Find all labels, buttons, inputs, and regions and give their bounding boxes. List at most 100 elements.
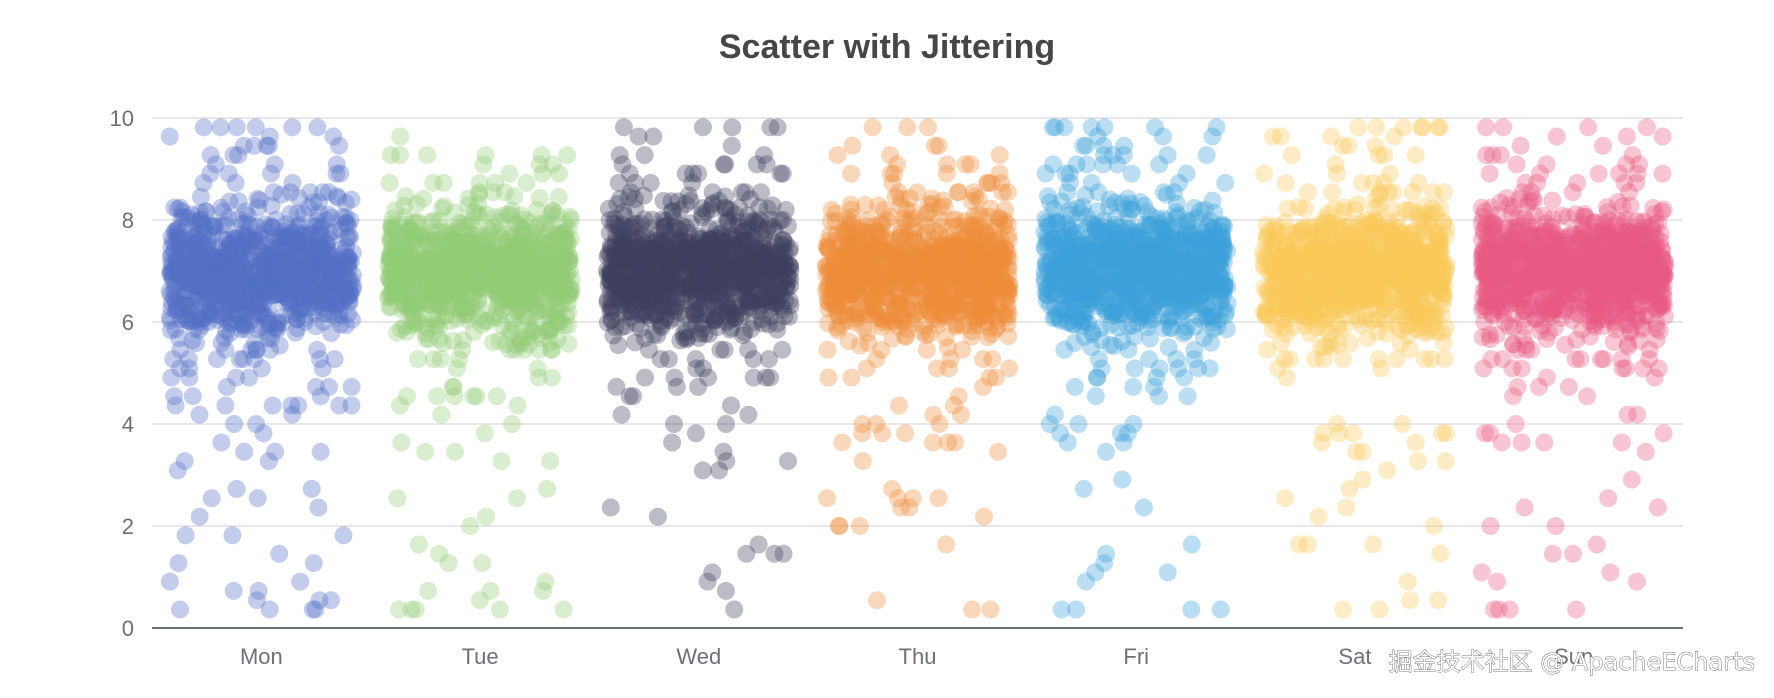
data-point	[323, 246, 341, 265]
data-point	[246, 283, 265, 302]
data-point	[281, 259, 300, 278]
data-point	[392, 433, 411, 452]
data-point	[820, 294, 839, 313]
data-point	[819, 368, 838, 387]
data-point	[265, 155, 284, 174]
data-point	[501, 340, 520, 359]
data-point	[221, 249, 240, 268]
data-point	[162, 256, 181, 275]
data-point	[954, 281, 972, 300]
data-point	[282, 292, 301, 311]
data-point	[917, 326, 936, 344]
data-point	[687, 359, 706, 378]
data-point	[1045, 405, 1064, 424]
data-point	[298, 230, 317, 249]
data-point	[411, 315, 430, 334]
data-point	[161, 311, 180, 330]
data-point	[860, 246, 879, 265]
data-point	[324, 281, 343, 300]
data-point	[722, 396, 740, 415]
data-point	[288, 303, 307, 322]
data-point	[734, 276, 753, 295]
data-point	[242, 231, 261, 250]
data-point	[343, 243, 362, 262]
data-point	[320, 275, 339, 294]
data-point	[216, 396, 235, 415]
data-point	[948, 314, 966, 333]
data-point	[221, 275, 240, 294]
data-point	[233, 215, 252, 234]
data-point	[989, 442, 1008, 461]
data-point	[1094, 155, 1112, 174]
data-point	[1124, 415, 1143, 433]
data-point	[165, 242, 184, 261]
data-point	[227, 236, 246, 255]
data-point	[331, 289, 350, 308]
data-point	[223, 526, 242, 545]
data-point	[519, 290, 538, 309]
data-point	[291, 284, 310, 303]
data-point	[1189, 359, 1208, 378]
data-point	[602, 311, 621, 330]
data-point	[257, 136, 276, 155]
data-point	[551, 246, 570, 265]
data-point	[980, 319, 999, 338]
data-point	[169, 256, 188, 275]
data-point	[677, 240, 696, 259]
data-point	[1044, 155, 1063, 174]
data-point	[641, 173, 660, 192]
data-point	[739, 206, 757, 225]
data-point	[722, 136, 741, 155]
data-point	[316, 262, 335, 281]
data-point	[856, 196, 875, 214]
data-point	[308, 340, 327, 359]
data-point	[235, 442, 254, 461]
data-point	[472, 315, 491, 334]
data-point	[541, 319, 560, 338]
data-point	[725, 600, 744, 619]
data-point	[677, 322, 696, 341]
data-point	[221, 314, 240, 333]
data-point	[202, 489, 221, 508]
data-point	[996, 273, 1015, 292]
data-point	[199, 282, 218, 301]
data-point	[707, 220, 726, 239]
data-point	[184, 221, 203, 240]
data-point	[302, 225, 321, 244]
data-point	[1074, 479, 1093, 498]
data-point	[868, 591, 886, 610]
data-point	[1158, 146, 1177, 165]
data-point	[302, 237, 321, 256]
data-point	[170, 239, 189, 258]
data-point	[1147, 368, 1166, 387]
data-point	[723, 118, 742, 137]
data-point	[226, 295, 245, 314]
data-point	[248, 591, 266, 610]
data-point	[248, 189, 267, 208]
chart-title: Scatter with Jittering	[719, 28, 1055, 66]
series-tue	[379, 127, 581, 619]
data-point	[220, 192, 239, 211]
data-point	[493, 206, 512, 225]
data-point	[291, 245, 310, 264]
data-point	[226, 288, 245, 307]
data-point	[229, 192, 248, 211]
data-point	[180, 311, 198, 330]
data-point	[236, 260, 255, 279]
data-point	[433, 199, 452, 218]
data-point	[409, 535, 428, 554]
data-point	[842, 368, 861, 387]
data-point	[176, 526, 195, 545]
data-point	[303, 249, 322, 268]
data-point	[243, 231, 262, 250]
data-point	[217, 377, 236, 396]
data-point	[833, 433, 852, 452]
data-point	[177, 215, 196, 234]
data-point	[192, 281, 211, 300]
data-point	[172, 208, 191, 227]
data-point	[188, 283, 207, 302]
data-point	[322, 208, 341, 227]
data-point	[739, 405, 758, 424]
